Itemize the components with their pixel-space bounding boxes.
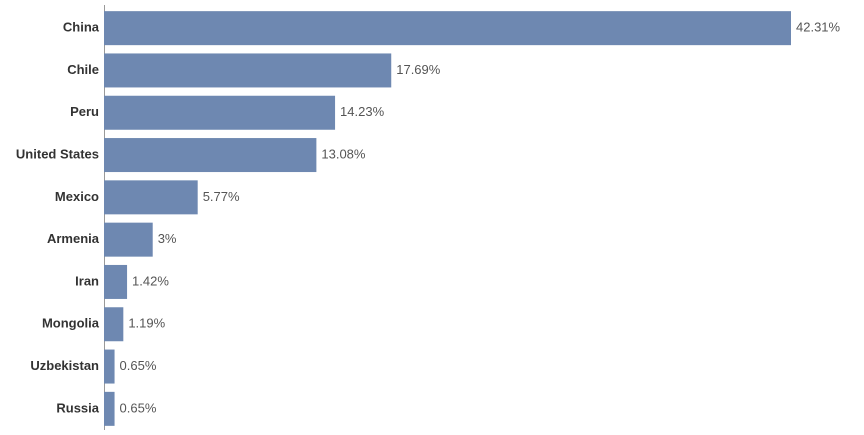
- y-tick-label: United States: [16, 146, 99, 161]
- y-tick-label: Mexico: [55, 189, 99, 204]
- value-label: 1.42%: [132, 273, 169, 288]
- bar: [104, 138, 317, 173]
- bar: [104, 349, 115, 384]
- y-tick-label: Chile: [67, 62, 99, 77]
- bar: [104, 307, 124, 342]
- value-label: 1.19%: [128, 316, 165, 331]
- bar: [104, 95, 336, 130]
- y-tick-label: Iran: [75, 273, 99, 288]
- value-label: 17.69%: [396, 62, 441, 77]
- value-label: 13.08%: [321, 146, 366, 161]
- y-tick-label: Russia: [56, 400, 99, 415]
- bar: [104, 180, 198, 215]
- bar: [104, 391, 115, 426]
- bar: [104, 222, 153, 257]
- value-label: 3%: [158, 231, 177, 246]
- value-label: 14.23%: [340, 104, 385, 119]
- bar: [104, 264, 128, 299]
- value-label: 42.31%: [796, 20, 841, 35]
- y-tick-label: China: [63, 20, 100, 35]
- y-tick-label: Uzbekistan: [30, 358, 99, 373]
- value-label: 0.65%: [120, 358, 157, 373]
- value-label: 0.65%: [120, 400, 157, 415]
- bar: [104, 53, 392, 88]
- y-tick-label: Mongolia: [42, 316, 100, 331]
- y-tick-label: Armenia: [47, 231, 100, 246]
- y-tick-label: Peru: [70, 104, 99, 119]
- bar: [104, 11, 791, 46]
- value-label: 5.77%: [203, 189, 240, 204]
